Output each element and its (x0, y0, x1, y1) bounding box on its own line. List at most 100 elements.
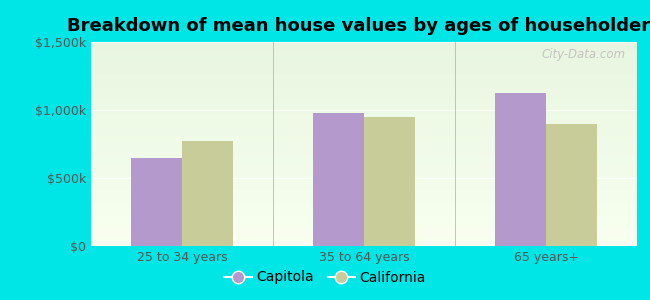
Bar (91, 169, 637, 170)
Bar (91, 189, 637, 190)
Bar (91, 144, 637, 145)
Bar (91, 238, 637, 239)
Bar (91, 93, 637, 94)
Bar (91, 83, 637, 84)
Bar (91, 111, 637, 112)
Bar (91, 242, 637, 243)
Bar (91, 91, 637, 92)
Bar (91, 191, 637, 192)
Bar (91, 53, 637, 54)
Bar (91, 118, 637, 119)
Bar (91, 245, 637, 246)
Bar (91, 203, 637, 204)
Bar (91, 244, 637, 245)
Bar (91, 157, 637, 158)
Bar (91, 51, 637, 52)
Bar (91, 80, 637, 81)
Bar (91, 211, 637, 212)
Bar (91, 95, 637, 96)
Bar (91, 135, 637, 136)
Bar (91, 195, 637, 196)
Bar (91, 96, 637, 97)
Bar (91, 162, 637, 164)
Bar (91, 214, 637, 215)
Bar (91, 237, 637, 238)
Bar (91, 154, 637, 155)
Bar (91, 78, 637, 79)
Bar (131, 158, 182, 246)
Bar (91, 58, 637, 59)
Bar (91, 124, 637, 126)
Bar (91, 138, 637, 139)
Bar (91, 212, 637, 213)
Bar (91, 63, 637, 64)
Bar (91, 116, 637, 118)
Bar (91, 175, 637, 176)
Bar (91, 200, 637, 201)
Bar (91, 64, 637, 65)
Bar (91, 122, 637, 123)
Bar (91, 72, 637, 73)
Bar (91, 235, 637, 236)
Bar (364, 117, 415, 246)
Bar (91, 109, 637, 110)
Bar (91, 123, 637, 124)
Bar (91, 81, 637, 82)
Bar (91, 73, 637, 74)
Bar (91, 121, 637, 122)
Bar (91, 129, 637, 130)
Bar (91, 143, 637, 144)
Bar (91, 185, 637, 186)
Bar (91, 161, 637, 162)
Bar (91, 60, 637, 62)
Bar (91, 196, 637, 197)
Bar (91, 205, 637, 206)
Bar (91, 107, 637, 108)
Bar (91, 209, 637, 210)
Bar (91, 84, 637, 85)
Bar (91, 45, 637, 46)
Bar (91, 104, 637, 105)
Bar (91, 68, 637, 70)
Bar (91, 164, 637, 165)
Bar (91, 151, 637, 152)
Bar (91, 75, 637, 76)
Bar (91, 90, 637, 91)
Bar (91, 213, 637, 214)
Bar (91, 229, 637, 230)
Bar (91, 204, 637, 205)
Bar (91, 128, 637, 129)
Bar (91, 199, 637, 200)
Bar (91, 193, 637, 194)
Bar (91, 106, 637, 107)
Bar (182, 141, 233, 246)
Bar (91, 77, 637, 78)
Bar (91, 65, 637, 67)
Bar (91, 177, 637, 178)
Bar (91, 67, 637, 68)
Bar (313, 113, 364, 246)
Bar (91, 158, 637, 159)
Bar (91, 224, 637, 225)
Bar (91, 113, 637, 114)
Bar (91, 155, 637, 156)
Bar (91, 62, 637, 63)
Bar (91, 170, 637, 172)
Bar (91, 88, 637, 89)
Bar (91, 127, 637, 128)
Bar (91, 174, 637, 175)
Bar (91, 208, 637, 209)
Bar (91, 223, 637, 224)
Bar (91, 101, 637, 102)
Bar (91, 167, 637, 169)
Bar (91, 98, 637, 99)
Bar (91, 180, 637, 181)
Bar (91, 226, 637, 228)
Bar (91, 59, 637, 60)
Bar (91, 82, 637, 83)
Bar (91, 176, 637, 177)
Bar (91, 188, 637, 189)
Bar (91, 156, 637, 157)
Bar (91, 215, 637, 216)
Bar (495, 93, 546, 246)
